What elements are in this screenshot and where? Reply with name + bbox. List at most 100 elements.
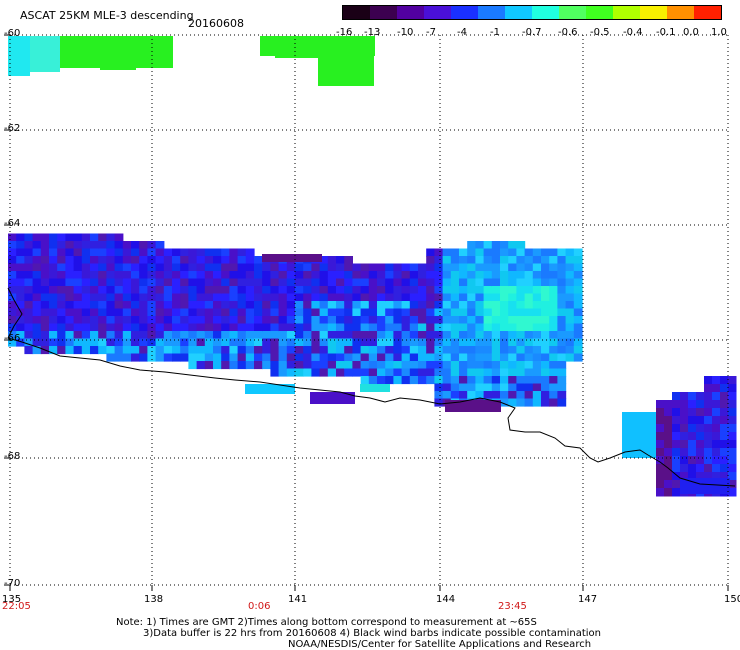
data-cell [303, 323, 312, 332]
data-cell [16, 278, 25, 287]
data-cell [704, 424, 713, 433]
data-cell [204, 338, 214, 347]
data-cell [114, 301, 124, 310]
data-cell [557, 383, 567, 392]
data-cell [270, 271, 280, 280]
data-cell [500, 323, 509, 332]
data-cell [106, 301, 116, 310]
data-cell [73, 331, 83, 340]
data-cell [139, 278, 148, 287]
data-cell [565, 256, 575, 265]
data-cell [319, 331, 329, 340]
data-cell [401, 271, 411, 280]
data-cell [8, 233, 17, 242]
data-cell [270, 331, 280, 340]
data-cell [122, 256, 132, 265]
data-cell [81, 293, 91, 302]
data-cell [90, 331, 99, 340]
data-cell [442, 286, 452, 295]
data-cell [508, 383, 517, 392]
data-cell [426, 353, 435, 362]
data-cell [16, 316, 25, 325]
data-cell [532, 331, 542, 340]
data-cell [672, 392, 681, 401]
data-cell [672, 488, 681, 497]
data-cell [188, 308, 198, 317]
data-cell [712, 456, 721, 465]
data-cell [155, 346, 165, 355]
data-cell [106, 263, 116, 272]
data-cell [475, 346, 485, 355]
data-cell [122, 316, 132, 325]
data-cell [278, 331, 288, 340]
data-cell [295, 316, 304, 325]
data-cell [196, 346, 206, 355]
data-cell [500, 346, 509, 355]
data-cell [336, 263, 345, 272]
data-cell [728, 480, 737, 489]
data-cell [8, 286, 17, 295]
data-cell [483, 293, 493, 302]
data-cell [500, 256, 509, 265]
data-cell [508, 316, 517, 325]
data-cell [483, 256, 493, 265]
data-cell [418, 278, 427, 287]
data-cell [557, 286, 567, 295]
data-cell [139, 308, 148, 317]
data-cell [221, 301, 230, 310]
data-cell [196, 338, 206, 347]
data-cell [65, 263, 75, 272]
data-cell [483, 331, 493, 340]
data-cell [98, 263, 107, 272]
data-cell [57, 323, 66, 332]
data-cell [393, 376, 403, 385]
data-cell [491, 241, 501, 250]
data-cell [270, 346, 280, 355]
data-cell [65, 308, 75, 317]
data-cell [360, 331, 370, 340]
data-cell [720, 376, 729, 385]
data-cell [368, 316, 378, 325]
data-cell [696, 472, 705, 481]
data-cell [467, 346, 476, 355]
data-cell [664, 416, 673, 425]
data-cell [254, 286, 263, 295]
data-cell [516, 361, 526, 370]
data-cell [728, 408, 737, 417]
data-cell [139, 256, 148, 265]
data-cell [303, 308, 312, 317]
data-cell [327, 271, 337, 280]
data-cell [459, 323, 468, 332]
data-cell [221, 316, 230, 325]
data-cell [229, 316, 239, 325]
data-cell [549, 391, 558, 400]
data-cell [180, 353, 189, 362]
data-cell [16, 323, 25, 332]
data-cell [728, 488, 737, 497]
data-cell [393, 293, 403, 302]
data-cell [245, 338, 255, 347]
colorbar-swatch [667, 6, 694, 19]
data-cell [245, 301, 255, 310]
data-cell [245, 293, 255, 302]
data-cell [549, 256, 558, 265]
data-cell [32, 278, 42, 287]
data-cell [81, 301, 91, 310]
data-cell [57, 316, 66, 325]
data-cell [401, 316, 411, 325]
data-cell [475, 241, 485, 250]
data-cell [541, 248, 550, 257]
data-cell [728, 440, 737, 449]
data-cell [122, 346, 132, 355]
data-cell [180, 271, 189, 280]
data-cell [483, 301, 493, 310]
data-cell [221, 278, 230, 287]
data-cell [656, 480, 665, 489]
data-cell [459, 338, 468, 347]
data-cell [393, 301, 403, 310]
data-cell [688, 424, 697, 433]
data-cell [409, 361, 419, 370]
data-cell [475, 316, 485, 325]
data-cell [656, 416, 665, 425]
data-cell [131, 248, 140, 257]
